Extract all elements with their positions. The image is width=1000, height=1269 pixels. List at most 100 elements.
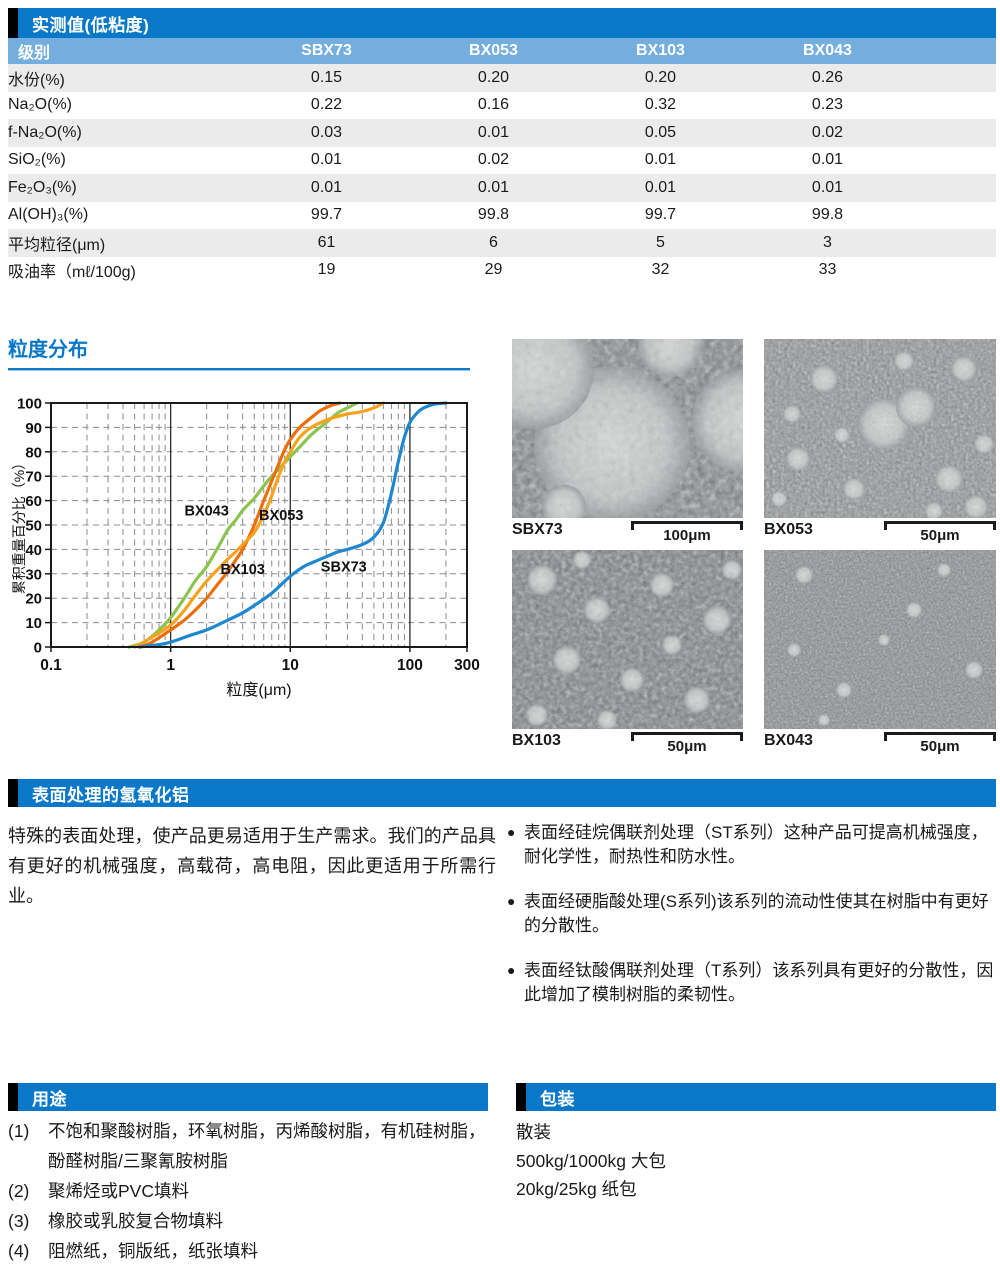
- column-header: BX103: [636, 42, 685, 59]
- bullet-icon: ●: [507, 824, 516, 840]
- scale-bar-label: 100μm: [663, 527, 711, 544]
- chart-series-BX103: [138, 401, 342, 649]
- bar-accent-block: [8, 8, 18, 38]
- y-tick-label: 100: [17, 396, 42, 413]
- packaging-list: 散装 500kg/1000kg 大包 20kg/25kg 纸包: [516, 1118, 986, 1204]
- cell-value: 0.22: [310, 96, 343, 114]
- cell-value: 99.8: [477, 206, 510, 224]
- sem-label: BX053: [764, 521, 813, 538]
- scale-bar-line: [884, 521, 996, 530]
- cell-value: 99.7: [310, 206, 343, 224]
- series-label-BX103: BX103: [220, 562, 264, 578]
- y-tick-label: 20: [25, 591, 42, 608]
- row-label: SiO₂(%): [8, 151, 66, 169]
- cell-value: 29: [484, 261, 503, 279]
- item-number: (2): [8, 1181, 30, 1201]
- series-label-SBX73: SBX73: [321, 559, 367, 575]
- sem-caption: BX053 50μm: [764, 521, 996, 547]
- sem-label: BX103: [512, 732, 561, 749]
- table-row: Al(OH)₃(%) 99.7 99.8 99.7 99.8: [8, 202, 996, 230]
- x-tick-label: 0.1: [40, 657, 62, 674]
- surface-section-title: 表面处理的氢氧化铝: [32, 785, 190, 805]
- application-item: (3) 橡胶或乳胶复合物填料: [8, 1206, 502, 1236]
- row-label: 吸油率（mℓ/100g): [8, 264, 136, 282]
- series-label-BX043: BX043: [184, 503, 228, 519]
- table-row: 水份(%) 0.15 0.20 0.20 0.26: [8, 64, 996, 92]
- sem-image: [512, 550, 743, 729]
- table-row: 平均粒径(μm) 61 6 5 3: [8, 229, 996, 257]
- surface-bullet: ● 表面经硅烷偶联剂处理（ST系列）这种产品可提高机械强度，耐化学性，耐热性和防水…: [507, 820, 998, 869]
- table-row: Fe₂O₃(%) 0.01 0.01 0.01 0.01: [8, 174, 996, 202]
- cell-value: 0.16: [477, 96, 510, 114]
- item-number: (4): [8, 1241, 30, 1261]
- y-tick-label: 50: [25, 518, 42, 535]
- bar-accent-block: [516, 1083, 526, 1111]
- y-tick-label: 60: [25, 493, 42, 510]
- cell-value: 5: [656, 233, 665, 251]
- table-title-bar: 实测值(低粘度): [8, 8, 996, 38]
- packaging-item: 散装: [516, 1122, 551, 1142]
- y-tick-label: 10: [25, 615, 42, 632]
- cell-value: 6: [489, 233, 498, 251]
- scale-bar-line: [631, 732, 743, 741]
- particle-size-distribution: 粒度分布 0 10 20 30 40 50 60 70 80 90 100 0.1 1 10 100 300 粒度…: [0, 330, 500, 702]
- row-label: Fe₂O₃(%): [8, 178, 77, 196]
- scale-bar-label: 50μm: [920, 738, 960, 755]
- row-label: f-Na₂O(%): [8, 123, 82, 141]
- cell-value: 33: [818, 261, 837, 279]
- table-header-row: 级别 SBX73 BX053 BX103 BX043: [8, 38, 996, 64]
- cell-value: 3: [823, 233, 832, 251]
- cell-value: 0.05: [644, 123, 677, 141]
- cell-value: 99.8: [811, 206, 844, 224]
- bar-accent-block: [8, 779, 18, 807]
- cell-value: 0.23: [811, 96, 844, 114]
- sem-image: [512, 339, 743, 518]
- application-item: (1) 不饱和聚酸树脂，环氧树脂，丙烯酸树脂，有机硅树脂，酚醛树脂/三聚氰胺树脂: [8, 1116, 502, 1176]
- packaging-bar: 包装: [516, 1083, 996, 1111]
- cell-value: 0.01: [811, 151, 844, 169]
- application-item: (4) 阻燃纸，铜版纸，纸张填料: [8, 1236, 502, 1266]
- sem-figure-BX103: BX103 50μm: [512, 550, 743, 758]
- surface-paragraph: 特殊的表面处理，使产品更易适用于生产需求。我们的产品具有更好的机械强度，高载荷，…: [8, 826, 496, 906]
- row-label: 水份(%): [8, 71, 65, 89]
- scale-bar-label: 50μm: [667, 738, 707, 755]
- applications-bar: 用途: [8, 1083, 488, 1111]
- cell-value: 0.02: [811, 123, 844, 141]
- row-label: Na₂O(%): [8, 96, 72, 114]
- surface-section-bar: 表面处理的氢氧化铝: [8, 779, 996, 807]
- x-tick-label: 300: [454, 657, 480, 674]
- y-axis-label: 累积重量百分比（%）: [11, 456, 27, 594]
- packaging-item: 500kg/1000kg 大包: [516, 1150, 666, 1171]
- scale-bar: 100μm: [631, 521, 743, 544]
- x-tick-label: 10: [282, 657, 299, 674]
- measured-values-section: 实测值(低粘度) 级别 SBX73 BX053 BX103 BX043 水份(%) 0.15…: [8, 8, 996, 284]
- cell-value: 0.01: [310, 178, 343, 196]
- title-underline: [8, 368, 470, 371]
- series-label-BX053: BX053: [259, 508, 303, 524]
- chart-section-title: 粒度分布: [8, 337, 88, 361]
- x-tick-label: 100: [397, 657, 423, 674]
- x-tick-label: 1: [166, 657, 175, 674]
- y-tick-label: 30: [25, 566, 42, 583]
- cell-value: 61: [317, 233, 336, 251]
- cell-value: 0.01: [477, 123, 510, 141]
- packaging-item: 20kg/25kg 纸包: [516, 1179, 637, 1199]
- sem-caption: SBX73 100μm: [512, 521, 743, 547]
- sem-noise-overlay: [764, 339, 996, 518]
- chart-series-BX043: [127, 401, 359, 649]
- chart-series-SBX73: [138, 401, 448, 649]
- applications-list: (1) 不饱和聚酸树脂，环氧树脂，丙烯酸树脂，有机硅树脂，酚醛树脂/三聚氰胺树脂 (…: [8, 1116, 502, 1266]
- sem-image: [764, 339, 996, 518]
- y-tick-label: 70: [25, 469, 42, 486]
- cell-value: 0.01: [644, 178, 677, 196]
- bullet-icon: ●: [507, 893, 516, 909]
- sem-caption: BX043 50μm: [764, 732, 996, 758]
- cell-value: 99.7: [644, 206, 677, 224]
- cell-value: 0.20: [477, 68, 510, 86]
- scale-bar-label: 50μm: [920, 527, 960, 544]
- table-row: Na₂O(%) 0.22 0.16 0.32 0.23: [8, 92, 996, 120]
- cell-value: 0.01: [310, 151, 343, 169]
- cell-value: 0.32: [644, 96, 677, 114]
- column-header: SBX73: [301, 42, 352, 59]
- scale-bar: 50μm: [631, 732, 743, 755]
